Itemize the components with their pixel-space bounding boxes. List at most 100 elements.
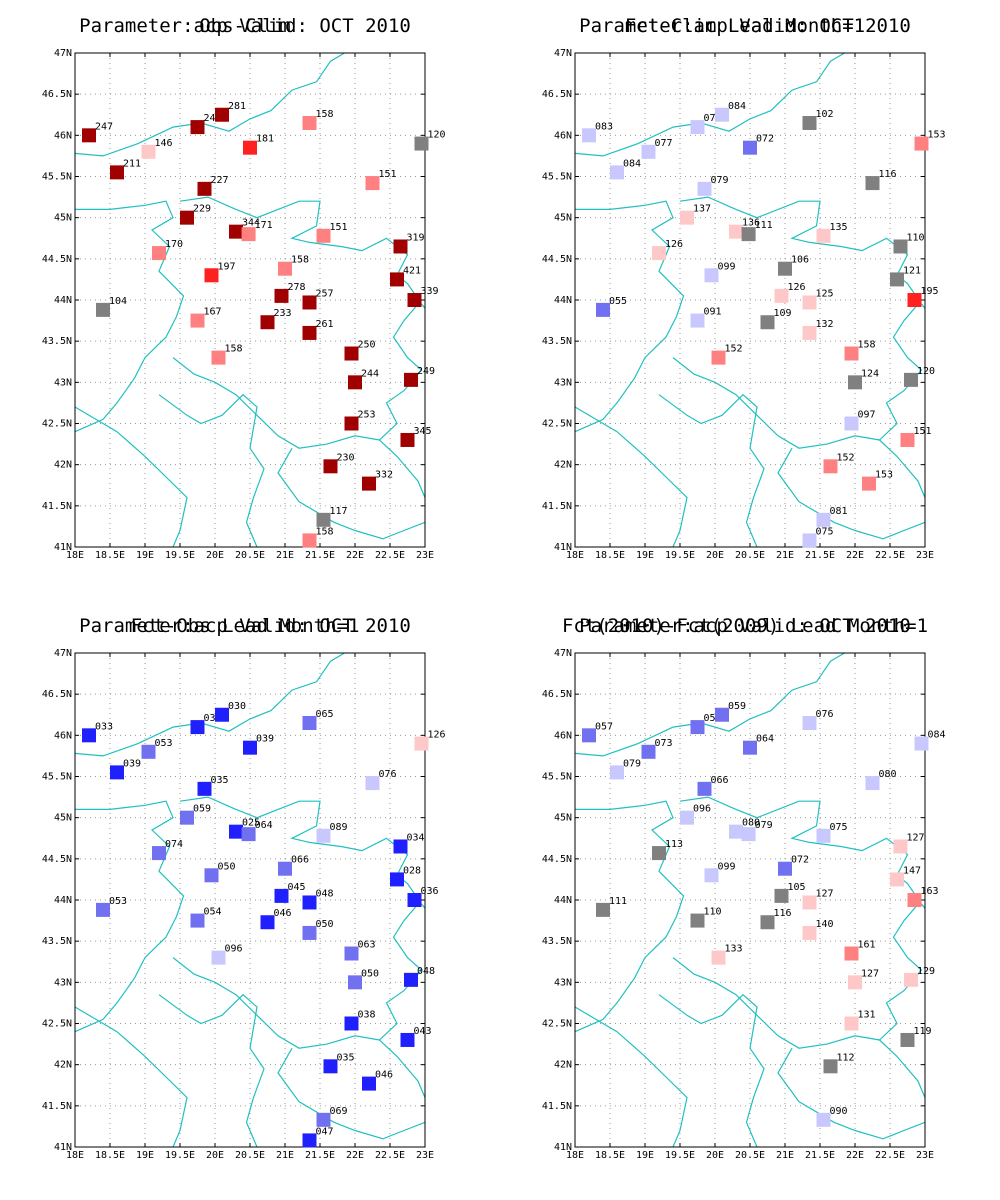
border-line [379,439,426,498]
y-tick-label: 47N [554,48,572,59]
station-label: 034 [407,832,425,843]
x-tick-label: 20.5E [235,550,265,561]
station-label: 253 [358,410,376,421]
station-marker [323,459,338,474]
station-label: 048 [316,888,334,899]
station-marker [302,325,317,340]
y-tick-label: 46N [554,130,572,141]
station-marker [344,416,359,431]
station-marker [715,707,729,722]
y-tick-label: 43N [554,977,572,988]
station-label: 080 [879,769,897,780]
station-marker [215,707,229,722]
border-line [74,800,185,1033]
station-label: 053 [155,738,173,749]
station-label: 167 [204,307,222,318]
y-tick-label: 43.5N [42,336,72,347]
station-label: 126 [428,730,446,741]
border-line [879,899,923,1041]
panel-subtitle: Fct-Obs Lead Month=1 [131,615,360,637]
station-marker [690,913,705,928]
y-tick-label: 43.5N [42,936,72,947]
station-label: 028 [403,865,421,876]
station-marker [302,715,317,730]
station-marker [390,272,404,287]
x-tick-label: 21E [276,550,294,561]
station-label: 079 [623,758,641,769]
border-line [277,1047,426,1140]
station-marker [302,115,317,130]
station-marker [260,315,275,330]
station-marker [110,165,124,180]
border-line [379,1039,426,1098]
station-marker [900,432,915,447]
station-marker [816,828,831,843]
station-label: 066 [291,855,309,866]
x-tick-label: 21E [776,550,794,561]
station-marker [190,120,205,135]
map-panel: Parameter:acp Valid: OCT 2010Fct(2010)-F… [542,615,946,1161]
station-marker [278,861,292,876]
station-marker [82,728,96,743]
station-marker [582,728,596,743]
station-label: 158 [291,255,309,266]
station-label: 047 [316,1126,334,1137]
station-label: 059 [193,804,211,815]
station-label: 151 [914,426,932,437]
station-marker [741,827,756,842]
station-label: 111 [755,220,773,231]
station-marker [844,416,859,431]
x-tick-label: 20E [706,1150,724,1161]
station-marker [641,144,656,159]
station-marker [774,288,789,303]
station-marker [302,533,317,548]
station-marker [865,776,880,791]
x-tick-label: 20.5E [235,1150,265,1161]
station-marker [760,915,775,930]
station-label: 045 [288,882,306,893]
station-label: 170 [165,239,183,250]
station-marker [907,893,922,907]
station-label: 080 [742,818,760,829]
station-marker [260,915,275,930]
x-tick-label: 20E [206,1150,224,1161]
station-label: 106 [791,255,809,266]
station-marker [778,861,792,876]
y-tick-label: 44N [554,295,572,306]
y-tick-label: 41N [54,1142,72,1153]
station-marker [82,128,96,143]
station-marker [802,895,817,910]
station-marker [848,975,862,990]
station-label: 081 [830,506,848,517]
y-tick-label: 44N [54,295,72,306]
station-label: 131 [858,1010,876,1021]
y-tick-label: 43.5N [542,336,572,347]
station-marker [180,810,194,825]
station-label: 152 [725,344,743,355]
station-label: 046 [375,1070,393,1081]
station-label: 076 [379,769,397,780]
station-label: 079 [711,175,729,186]
station-label: 079 [755,820,773,831]
x-tick-label: 20.5E [735,550,765,561]
station-marker [274,288,289,303]
x-tick-label: 22.5E [375,1150,405,1161]
x-tick-label: 23E [416,550,434,561]
station-marker [204,868,219,883]
panel-subtitle: Obs-Clim [199,15,291,37]
station-marker [141,744,156,759]
station-marker [229,824,243,839]
station-marker [211,950,226,965]
station-label: 074 [165,839,183,850]
station-label: 110 [907,232,925,243]
station-marker [400,432,415,447]
station-marker [802,925,817,940]
station-label: 249 [417,366,435,377]
station-label: 116 [879,169,897,180]
station-label: 151 [330,222,348,233]
station-marker [697,781,712,796]
station-label: 319 [407,232,425,243]
y-tick-label: 42.5N [542,1019,572,1030]
y-tick-label: 47N [54,648,72,659]
